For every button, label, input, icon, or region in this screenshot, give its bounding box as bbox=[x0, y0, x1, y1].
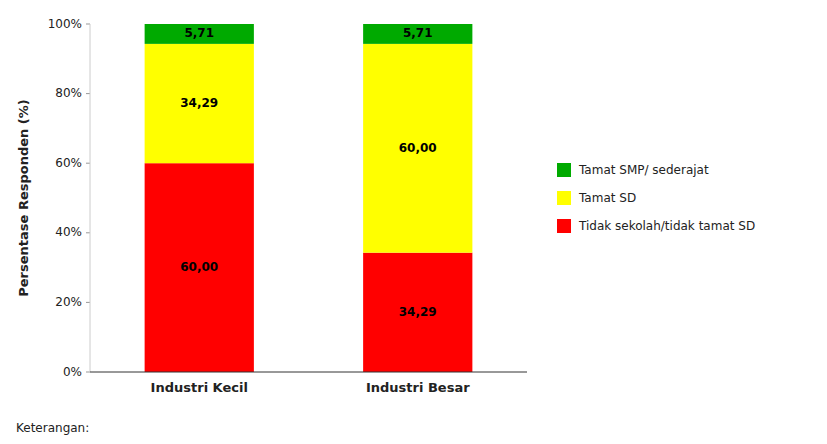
bar-segment bbox=[145, 163, 254, 372]
x-axis-line bbox=[90, 372, 527, 373]
bar-segment bbox=[145, 44, 254, 163]
data-label: 5,71 bbox=[403, 26, 433, 40]
y-tick bbox=[86, 93, 90, 94]
y-tick-label: 60% bbox=[55, 156, 82, 170]
y-tick bbox=[86, 232, 90, 233]
y-axis-label: Persentase Responden (%) bbox=[16, 99, 31, 297]
legend-swatch bbox=[557, 163, 571, 177]
chart: 0% 20% 40% 60% 80% 100% Persentase Responden (… bbox=[0, 0, 827, 444]
bar-segment bbox=[363, 253, 472, 372]
chart-container: 0% 20% 40% 60% 80% 100% Persentase Responden (… bbox=[0, 0, 827, 444]
legend-swatch bbox=[557, 191, 571, 205]
y-tick-label: 0% bbox=[63, 365, 82, 379]
y-axis-line bbox=[90, 24, 91, 372]
data-label: 5,71 bbox=[184, 26, 214, 40]
y-tick-label: 40% bbox=[55, 225, 82, 239]
data-label: 34,29 bbox=[180, 96, 218, 110]
bar-segment bbox=[363, 44, 472, 253]
x-tick-label: Industri Kecil bbox=[151, 380, 248, 395]
data-label: 60,00 bbox=[180, 260, 218, 274]
footer-note: Keterangan: bbox=[16, 421, 89, 435]
data-labels: 60,00 34,29 34,29 60,00 5,71 5,71 bbox=[180, 26, 436, 318]
legend-label: Tamat SMP/ sederajat bbox=[578, 163, 709, 177]
bar-segment bbox=[363, 24, 472, 44]
y-tick-label: 20% bbox=[55, 295, 82, 309]
legend-label: Tidak sekolah/tidak tamat SD bbox=[578, 219, 755, 233]
data-label: 34,29 bbox=[399, 305, 437, 319]
bar-segment bbox=[145, 24, 254, 44]
legend-label: Tamat SD bbox=[578, 191, 636, 205]
y-tick bbox=[86, 24, 90, 25]
x-axis: Industri Kecil Industri Besar bbox=[90, 372, 527, 395]
legend: Tamat SMP/ sederajat Tamat SD Tidak sekola… bbox=[557, 163, 755, 234]
y-tick-label: 80% bbox=[55, 86, 82, 100]
bars bbox=[145, 24, 473, 372]
y-tick bbox=[86, 302, 90, 303]
y-tick bbox=[86, 372, 90, 373]
y-tick-label: 100% bbox=[48, 17, 82, 31]
data-label: 60,00 bbox=[399, 141, 437, 155]
x-tick-label: Industri Besar bbox=[366, 380, 470, 395]
y-tick bbox=[86, 163, 90, 164]
y-axis: 0% 20% 40% 60% 80% 100% bbox=[48, 17, 90, 379]
legend-swatch bbox=[557, 219, 571, 233]
